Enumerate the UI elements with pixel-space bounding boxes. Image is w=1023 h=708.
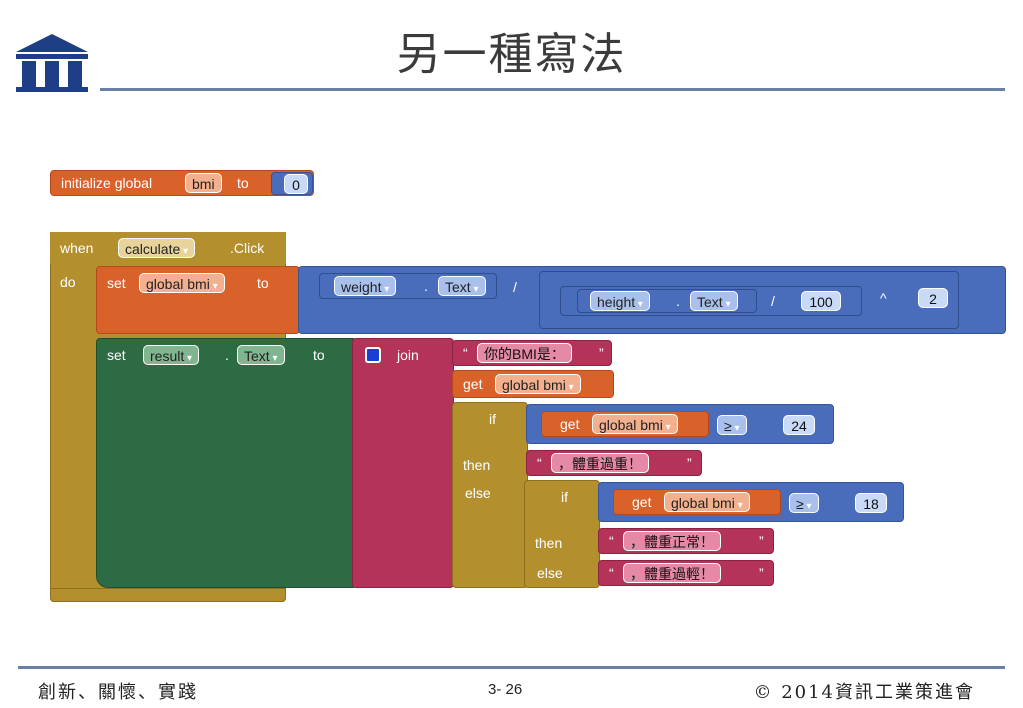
get-bmi-block[interactable]: get global bmi <box>452 370 614 398</box>
else-keyword-1: else <box>465 485 491 501</box>
page-number: 3- 26 <box>488 681 523 698</box>
height-component[interactable]: height <box>590 291 650 311</box>
footer-divider <box>18 666 1005 669</box>
title-divider <box>100 88 1005 91</box>
close-quote-4: ” <box>759 565 764 581</box>
set-bmi-to: to <box>257 275 269 291</box>
if-keyword-1: if <box>489 411 496 427</box>
slide-title: 另一種寫法 <box>396 29 627 80</box>
divisor-value[interactable]: 100 <box>801 291 841 311</box>
height-text-block[interactable]: height . Text <box>577 289 757 313</box>
set-bmi-keyword: set <box>107 275 126 291</box>
event-component[interactable]: calculate <box>118 238 196 258</box>
then-string-2[interactable]: “ ，體重正常！ ” <box>598 528 774 554</box>
event-do: do <box>60 274 76 290</box>
then-keyword-2: then <box>535 535 563 551</box>
set-result-keyword: set <box>107 347 126 363</box>
init-var-name[interactable]: bmi <box>185 173 222 193</box>
result-prop[interactable]: Text <box>237 345 285 365</box>
height-dot: . <box>676 293 680 309</box>
footer-copyright: © 2014資訊工業策進會 <box>753 682 975 703</box>
compare-1-get[interactable]: get global bmi <box>541 411 709 437</box>
else-2-text[interactable]: ，體重過輕！ <box>623 563 721 583</box>
footer-motto: 創新、關懷、實踐 <box>38 682 198 703</box>
initialize-global-block[interactable]: initialize global bmi to 0 <box>50 170 314 196</box>
result-component[interactable]: result <box>143 345 200 365</box>
init-value[interactable]: 0 <box>284 174 308 194</box>
compare-2-var[interactable]: global bmi <box>664 492 750 512</box>
compare-2-get[interactable]: get global bmi <box>613 489 781 515</box>
else-keyword-2: else <box>537 565 563 581</box>
init-number-block[interactable]: 0 <box>271 172 313 195</box>
string-block-1[interactable]: “ 你的BMI是： ” <box>452 340 612 366</box>
compare-2-get-keyword: get <box>632 494 652 510</box>
result-to: to <box>313 347 325 363</box>
event-name: .Click <box>230 240 265 256</box>
close-quote-1: ” <box>599 345 604 361</box>
power-block[interactable]: height . Text / 100 ^ 2 <box>539 271 959 329</box>
weight-prop[interactable]: Text <box>438 276 486 296</box>
pow-operator: ^ <box>880 290 887 306</box>
get-var[interactable]: global bmi <box>495 374 581 394</box>
height-div-block[interactable]: height . Text / 100 <box>560 286 862 316</box>
init-to: to <box>237 175 249 191</box>
compare-block-2[interactable]: get global bmi ≥ 18 <box>598 482 904 522</box>
compare-block-1[interactable]: get global bmi ≥ 24 <box>526 404 834 444</box>
weight-text-block[interactable]: weight . Text <box>319 273 497 299</box>
else-string-2[interactable]: “ ，體重過輕！ ” <box>598 560 774 586</box>
div-operator-2: / <box>771 293 775 309</box>
event-bottom <box>50 588 286 602</box>
compare-2-value[interactable]: 18 <box>855 493 887 513</box>
weight-dot: . <box>424 278 428 294</box>
weight-component[interactable]: weight <box>334 276 397 296</box>
height-prop[interactable]: Text <box>690 291 738 311</box>
set-result-block[interactable]: set result . Text to <box>96 338 354 588</box>
init-keyword: initialize global <box>61 175 153 191</box>
then-keyword-1: then <box>463 457 491 473</box>
event-when: when <box>60 240 94 256</box>
open-quote-2: “ <box>537 455 542 471</box>
then-2-text[interactable]: ，體重正常！ <box>623 531 721 551</box>
compare-1-value[interactable]: 24 <box>783 415 815 435</box>
if-keyword-2: if <box>561 489 568 505</box>
institution-logo-icon <box>16 34 88 92</box>
open-quote-1: “ <box>463 345 468 361</box>
set-bmi-block[interactable]: set global bmi to <box>96 266 300 334</box>
join-keyword: join <box>397 347 419 363</box>
open-quote-3: “ <box>609 533 614 549</box>
if-block-1[interactable]: if then else <box>452 402 528 588</box>
join-mutator-icon[interactable] <box>365 347 381 363</box>
join-block[interactable]: join <box>352 338 454 588</box>
result-dot: . <box>225 347 229 363</box>
if-block-2[interactable]: if then else <box>524 480 600 588</box>
get-keyword: get <box>463 376 483 392</box>
then-1-text[interactable]: ，體重過重！ <box>551 453 649 473</box>
division-block[interactable]: weight . Text / height . Text / 100 ^ 2 <box>298 266 1006 334</box>
open-quote-4: “ <box>609 565 614 581</box>
close-quote-2: ” <box>687 455 692 471</box>
string-1-value[interactable]: 你的BMI是： <box>477 343 572 363</box>
div-operator: / <box>513 279 517 295</box>
exponent-value[interactable]: 2 <box>918 288 948 308</box>
compare-1-op[interactable]: ≥ <box>717 415 747 435</box>
set-bmi-var[interactable]: global bmi <box>139 273 225 293</box>
compare-1-var[interactable]: global bmi <box>592 414 678 434</box>
compare-2-op[interactable]: ≥ <box>789 493 819 513</box>
compare-1-get-keyword: get <box>560 416 580 432</box>
close-quote-3: ” <box>759 533 764 549</box>
then-string-1[interactable]: “ ，體重過重！ ” <box>526 450 702 476</box>
